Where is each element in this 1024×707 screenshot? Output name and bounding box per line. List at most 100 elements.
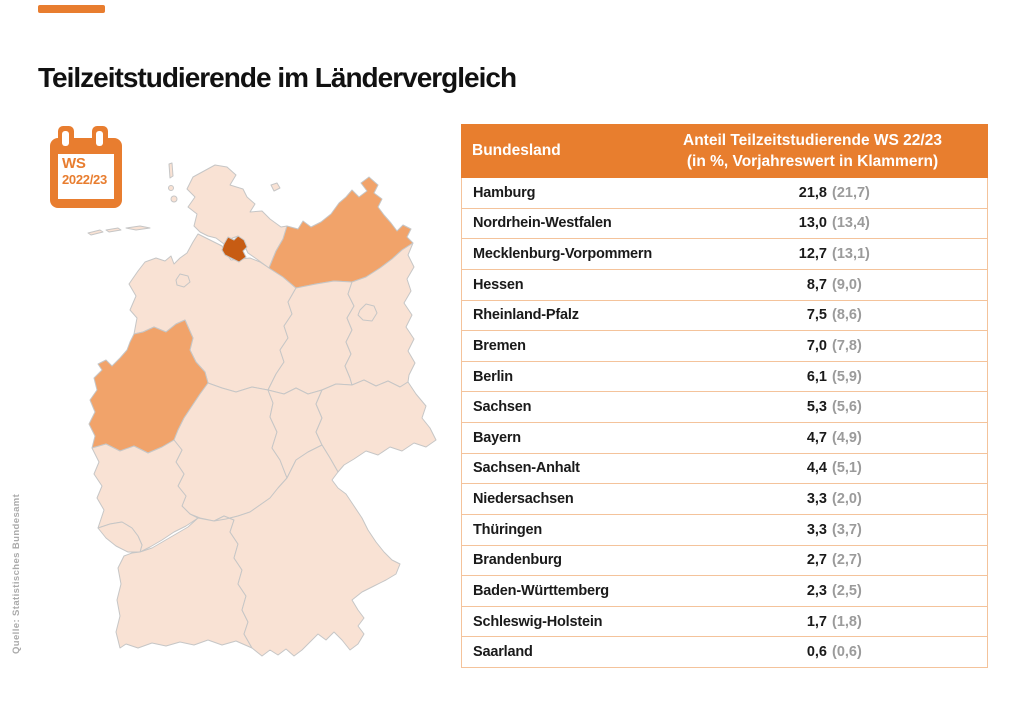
- value-previous: (7,8): [832, 337, 862, 354]
- value-previous: (2,7): [832, 552, 862, 569]
- table-body: Hamburg 21,8 (21,7) Nordrhein-Westfalen 13,0…: [461, 178, 988, 668]
- table-row: Mecklenburg-Vorpommern 12,7 (13,1): [462, 238, 987, 269]
- calendar-ring-icon: [92, 126, 108, 152]
- state-name: Schleswig-Holstein: [473, 613, 603, 630]
- table-header: Bundesland Anteil Teilzeitstudierende WS…: [461, 124, 988, 178]
- map-state-brandenburg: [344, 242, 416, 388]
- map-islands-east-frisian: [105, 227, 122, 233]
- map-state-bayern: [213, 444, 401, 657]
- table-row: Brandenburg 2,7 (2,7): [462, 544, 987, 576]
- value-previous: (3,7): [832, 521, 862, 538]
- source-note: Quelle: Statistisches Bundesamt: [11, 493, 22, 654]
- state-value: 6,1 (5,9): [702, 362, 862, 392]
- state-name: Niedersachsen: [473, 491, 574, 508]
- map-state-bremen: [175, 273, 191, 288]
- value-previous: (5,6): [832, 399, 862, 416]
- data-table: Bundesland Anteil Teilzeitstudierende WS…: [461, 124, 988, 668]
- table-row: Hessen 8,7 (9,0): [462, 268, 987, 300]
- state-value: 4,4 (5,1): [702, 454, 862, 484]
- table-row: Rheinland-Pfalz 7,5 (8,6): [462, 299, 987, 331]
- state-value: 7,0 (7,8): [702, 331, 862, 361]
- value-current: 0,6: [806, 644, 827, 661]
- table-row: Niedersachsen 3,3 (2,0): [462, 483, 987, 514]
- map-state-saarland: [97, 521, 143, 553]
- state-value: 3,3 (2,0): [702, 484, 862, 514]
- state-name: Sachsen: [473, 399, 532, 416]
- table-row: Berlin 6,1 (5,9): [462, 360, 987, 392]
- calendar-badge: WS 2022/23: [50, 126, 122, 208]
- map-island: [168, 185, 174, 191]
- value-previous: (21,7): [832, 184, 870, 201]
- state-value: 1,7 (1,8): [702, 607, 862, 637]
- state-name: Hamburg: [473, 184, 536, 201]
- table-row: Schleswig-Holstein 1,7 (1,8): [462, 605, 987, 637]
- state-name: Baden-Württemberg: [473, 582, 609, 599]
- value-current: 7,0: [806, 337, 827, 354]
- state-value: 13,0 (13,4): [702, 209, 870, 239]
- value-current: 2,7: [806, 552, 827, 569]
- state-name: Rheinland-Pfalz: [473, 307, 579, 324]
- table-row: Nordrhein-Westfalen 13,0 (13,4): [462, 207, 987, 239]
- value-current: 5,3: [806, 399, 827, 416]
- map-island-fehmarn: [270, 182, 281, 192]
- table-row: Thüringen 3,3 (3,7): [462, 513, 987, 545]
- state-value: 7,5 (8,6): [702, 301, 862, 331]
- value-previous: (13,4): [832, 215, 870, 232]
- map-island: [170, 195, 178, 203]
- map-state-sachsen: [315, 379, 437, 473]
- state-name: Hessen: [473, 276, 524, 293]
- state-value: 2,3 (2,5): [702, 576, 862, 606]
- value-current: 8,7: [806, 276, 827, 293]
- table-row: Sachsen 5,3 (5,6): [462, 391, 987, 422]
- table-row: Sachsen-Anhalt 4,4 (5,1): [462, 452, 987, 484]
- value-previous: (1,8): [832, 613, 862, 630]
- table-header-anteil: Anteil Teilzeitstudierende WS 22/23 (in …: [637, 130, 988, 172]
- table-header-line2: (in %, Vorjahreswert in Klammern): [686, 153, 939, 170]
- table-row: Baden-Württemberg 2,3 (2,5): [462, 575, 987, 606]
- map-island-sylt: [168, 162, 174, 179]
- calendar-ring-icon: [58, 126, 74, 152]
- value-current: 12,7: [798, 246, 827, 263]
- value-current: 3,3: [806, 491, 827, 508]
- value-previous: (8,6): [832, 307, 862, 324]
- table-row: Bayern 4,7 (4,9): [462, 422, 987, 453]
- value-previous: (4,9): [832, 429, 862, 446]
- state-value: 5,3 (5,6): [702, 392, 862, 422]
- state-name: Berlin: [473, 368, 513, 385]
- value-current: 3,3: [806, 521, 827, 538]
- state-value: 0,6 (0,6): [702, 637, 862, 667]
- state-value: 3,3 (3,7): [702, 515, 862, 545]
- map-state-berlin: [357, 303, 378, 322]
- table-header-line1: Anteil Teilzeitstudierende WS 22/23: [683, 132, 942, 149]
- calendar-panel: [58, 154, 114, 199]
- state-name: Thüringen: [473, 521, 543, 538]
- map-islands-east-frisian: [125, 225, 151, 231]
- value-previous: (13,1): [832, 246, 870, 263]
- value-current: 2,3: [806, 582, 827, 599]
- table-header-bundesland: Bundesland: [472, 142, 561, 159]
- value-previous: (0,6): [832, 644, 862, 661]
- value-previous: (9,0): [832, 276, 862, 293]
- value-current: 4,4: [806, 460, 827, 477]
- value-current: 1,7: [806, 613, 827, 630]
- state-value: 21,8 (21,7): [702, 178, 870, 208]
- value-previous: (5,9): [832, 368, 862, 385]
- state-value: 4,7 (4,9): [702, 423, 862, 453]
- map-state-hamburg: [221, 235, 248, 263]
- table-row: Saarland 0,6 (0,6): [462, 636, 987, 667]
- value-previous: (2,0): [832, 491, 862, 508]
- state-name: Brandenburg: [473, 552, 562, 569]
- state-name: Nordrhein-Westfalen: [473, 215, 612, 232]
- value-current: 4,7: [806, 429, 827, 446]
- state-name: Sachsen-Anhalt: [473, 460, 580, 477]
- value-previous: (2,5): [832, 582, 862, 599]
- badge-semester-label: WS: [62, 155, 86, 172]
- value-current: 7,5: [806, 307, 827, 324]
- accent-bar: [38, 5, 105, 13]
- page-title: Teilzeitstudierende im Ländervergleich: [38, 62, 517, 93]
- value-current: 21,8: [798, 184, 827, 201]
- value-current: 6,1: [806, 368, 827, 385]
- state-name: Saarland: [473, 644, 533, 661]
